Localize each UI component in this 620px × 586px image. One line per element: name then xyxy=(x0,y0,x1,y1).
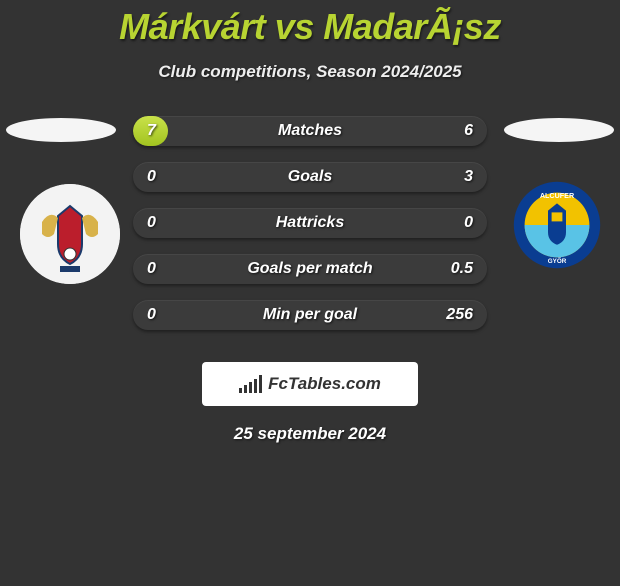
stat-value-right: 256 xyxy=(446,300,473,330)
stat-value-right: 6 xyxy=(464,116,473,146)
stat-value-right: 0 xyxy=(464,208,473,238)
stat-row: 0 Goals per match 0.5 xyxy=(133,254,487,284)
page-title: Márkvárt vs MadarÃ¡sz xyxy=(0,6,620,48)
stat-row: 7 Matches 6 xyxy=(133,116,487,146)
logo-text: FcTables.com xyxy=(268,374,381,394)
comparison-panel: ALCUFER GYŐR 7 Matches 6 0 Goals 3 0 Hat… xyxy=(0,116,620,346)
stat-row: 0 Hattricks 0 xyxy=(133,208,487,238)
page-subtitle: Club competitions, Season 2024/2025 xyxy=(0,62,620,82)
stat-label: Goals xyxy=(133,162,487,192)
svg-text:GYŐR: GYŐR xyxy=(548,256,567,265)
chart-icon xyxy=(239,375,262,393)
stat-label: Hattricks xyxy=(133,208,487,238)
svg-text:ALCUFER: ALCUFER xyxy=(540,191,575,200)
stat-row: 0 Min per goal 256 xyxy=(133,300,487,330)
stat-value-right: 3 xyxy=(464,162,473,192)
stat-label: Goals per match xyxy=(133,254,487,284)
club-crest-left xyxy=(20,184,120,284)
player-avatar-left xyxy=(6,118,116,142)
club-crest-right: ALCUFER GYŐR xyxy=(512,180,602,270)
stat-row: 0 Goals 3 xyxy=(133,162,487,192)
fctables-logo-link[interactable]: FcTables.com xyxy=(202,362,418,406)
footer-date: 25 september 2024 xyxy=(0,424,620,444)
player-avatar-right xyxy=(504,118,614,142)
stat-label: Min per goal xyxy=(133,300,487,330)
stat-value-right: 0.5 xyxy=(451,254,473,284)
stat-label: Matches xyxy=(133,116,487,146)
stats-list: 7 Matches 6 0 Goals 3 0 Hattricks 0 0 Go… xyxy=(133,116,487,346)
